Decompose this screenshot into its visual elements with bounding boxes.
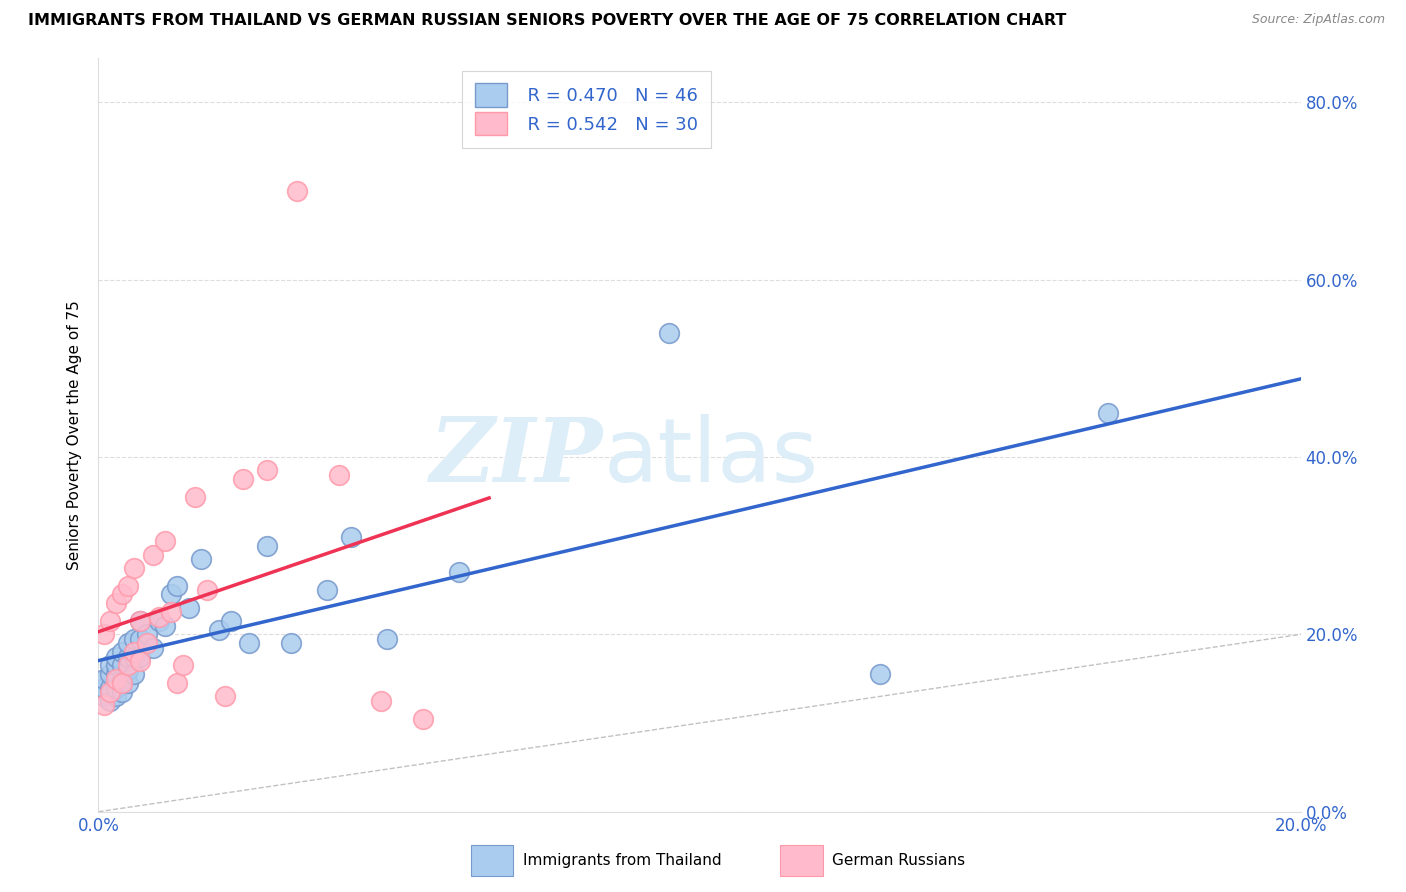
Point bbox=[111, 645, 134, 659]
Point bbox=[124, 561, 146, 575]
Point bbox=[124, 632, 146, 646]
Point bbox=[100, 694, 122, 708]
Point bbox=[117, 676, 139, 690]
Point bbox=[111, 676, 134, 690]
Point bbox=[100, 658, 122, 673]
Point bbox=[129, 649, 152, 664]
Point bbox=[124, 645, 146, 659]
Text: Source: ZipAtlas.com: Source: ZipAtlas.com bbox=[1251, 13, 1385, 27]
Point bbox=[208, 623, 231, 637]
Point bbox=[172, 658, 194, 673]
Point bbox=[93, 627, 115, 641]
Point bbox=[105, 596, 128, 610]
Y-axis label: Seniors Poverty Over the Age of 75: Seniors Poverty Over the Age of 75 bbox=[67, 300, 83, 570]
Point bbox=[412, 712, 434, 726]
Point bbox=[93, 681, 115, 695]
Point bbox=[370, 694, 392, 708]
Point bbox=[166, 676, 188, 690]
Text: Immigrants from Thailand: Immigrants from Thailand bbox=[523, 854, 721, 868]
Point bbox=[375, 632, 398, 646]
Point bbox=[124, 649, 146, 664]
Point bbox=[447, 566, 470, 580]
Point bbox=[105, 681, 128, 695]
Point bbox=[315, 582, 337, 597]
Point bbox=[93, 672, 115, 686]
Legend:   R = 0.470   N = 46,   R = 0.542   N = 30: R = 0.470 N = 46, R = 0.542 N = 30 bbox=[463, 70, 711, 148]
Point bbox=[153, 534, 176, 549]
Point bbox=[105, 667, 128, 681]
Point bbox=[117, 578, 139, 592]
Point bbox=[195, 582, 218, 597]
Text: atlas: atlas bbox=[603, 414, 818, 501]
Point bbox=[159, 587, 181, 601]
Point bbox=[117, 636, 139, 650]
Point bbox=[93, 690, 115, 704]
Point bbox=[129, 632, 152, 646]
Point bbox=[869, 667, 891, 681]
Point bbox=[124, 667, 146, 681]
Point bbox=[105, 649, 128, 664]
Point bbox=[256, 463, 278, 477]
Point bbox=[111, 658, 134, 673]
Point bbox=[340, 530, 363, 544]
Point bbox=[100, 685, 122, 699]
Point bbox=[93, 698, 115, 713]
Point bbox=[129, 614, 152, 628]
Point bbox=[129, 654, 152, 668]
Point bbox=[238, 636, 260, 650]
Point bbox=[111, 672, 134, 686]
Point bbox=[159, 605, 181, 619]
Point bbox=[117, 658, 139, 673]
Point bbox=[214, 690, 236, 704]
Point bbox=[280, 636, 302, 650]
Bar bbox=[471, 846, 513, 876]
Point bbox=[111, 587, 134, 601]
Point bbox=[256, 539, 278, 553]
Point bbox=[658, 326, 681, 340]
Point bbox=[285, 184, 308, 198]
Point bbox=[117, 649, 139, 664]
Point bbox=[177, 600, 200, 615]
Point bbox=[105, 658, 128, 673]
Text: ZIP: ZIP bbox=[430, 414, 603, 500]
Point bbox=[129, 614, 152, 628]
Point bbox=[105, 690, 128, 704]
Point bbox=[190, 552, 212, 566]
Point bbox=[219, 614, 242, 628]
Point bbox=[117, 663, 139, 677]
Point bbox=[100, 681, 122, 695]
Point bbox=[232, 472, 254, 486]
Text: IMMIGRANTS FROM THAILAND VS GERMAN RUSSIAN SENIORS POVERTY OVER THE AGE OF 75 CO: IMMIGRANTS FROM THAILAND VS GERMAN RUSSI… bbox=[28, 13, 1067, 29]
Bar bbox=[780, 846, 823, 876]
Point bbox=[183, 490, 205, 504]
Point bbox=[141, 640, 163, 655]
Point bbox=[166, 578, 188, 592]
Point bbox=[100, 614, 122, 628]
Point bbox=[141, 548, 163, 562]
Point bbox=[328, 467, 350, 482]
Point bbox=[135, 636, 157, 650]
Point bbox=[148, 609, 170, 624]
Point bbox=[135, 627, 157, 641]
Point bbox=[153, 618, 176, 632]
Point bbox=[148, 614, 170, 628]
Point bbox=[105, 672, 128, 686]
Text: German Russians: German Russians bbox=[832, 854, 966, 868]
Point bbox=[111, 685, 134, 699]
Point bbox=[1097, 406, 1119, 420]
Point bbox=[100, 667, 122, 681]
